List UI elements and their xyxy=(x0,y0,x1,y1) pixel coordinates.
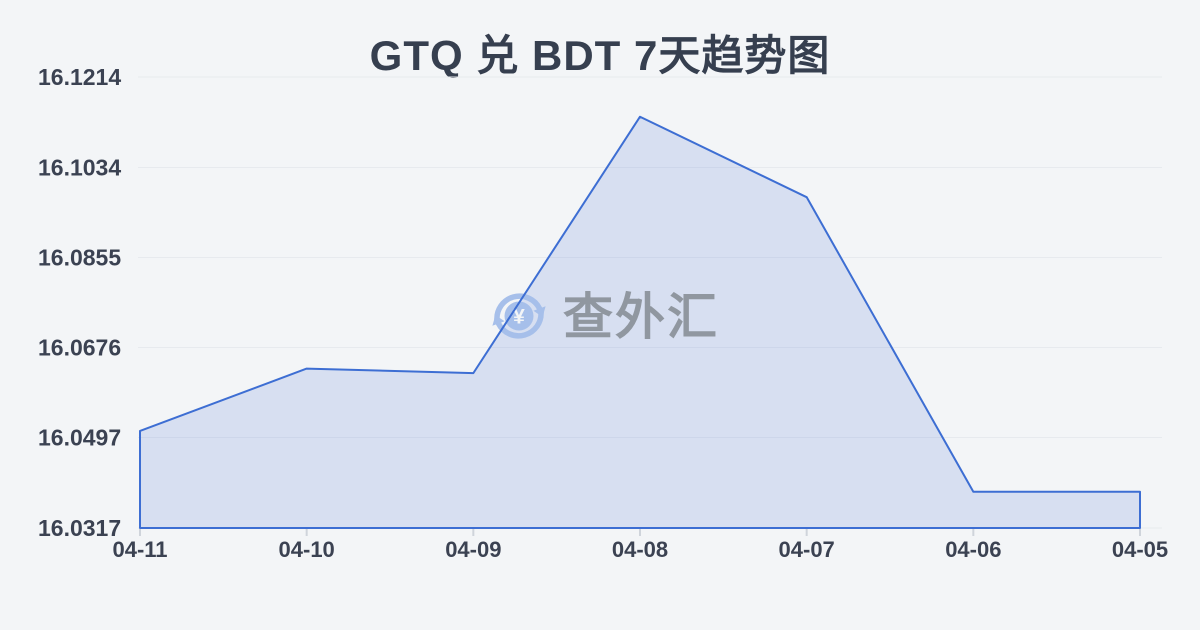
area-fill xyxy=(140,116,1140,528)
y-tick-label: 16.0497 xyxy=(38,424,121,450)
line-layer xyxy=(139,115,1141,529)
trend-line xyxy=(139,115,1141,529)
y-tick-label: 16.0855 xyxy=(38,245,121,271)
exchange-arc-bottom xyxy=(495,308,544,339)
yen-disc xyxy=(504,301,534,331)
exchange-arrow-bottom xyxy=(492,315,505,326)
yen-symbol: ¥ xyxy=(513,306,525,329)
x-tick-label: 04-10 xyxy=(279,537,335,562)
x-tick-label: 04-06 xyxy=(945,537,1001,562)
y-tick-label: 16.1034 xyxy=(38,155,121,181)
y-tick-label: 16.0676 xyxy=(38,334,121,360)
y-tick-label: 16.1214 xyxy=(38,64,121,90)
x-tick-label: 04-05 xyxy=(1112,537,1168,562)
x-tick-label: 04-08 xyxy=(612,537,668,562)
x-tick-label: 04-07 xyxy=(779,537,835,562)
axis-layer: 16.0317 16.0497 16.0676 16.0855 16.1034 16.12… xyxy=(38,64,1168,562)
watermark: ¥ 查外汇 xyxy=(492,289,719,345)
x-tick-label: 04-11 xyxy=(112,537,167,562)
currency-exchange-icon: ¥ xyxy=(492,293,546,339)
watermark-text: 查外汇 xyxy=(563,289,719,345)
area-layer xyxy=(140,116,1140,528)
x-tick-label: 04-09 xyxy=(445,537,501,562)
exchange-arc-top xyxy=(494,293,543,324)
chart-title: GTQ 兑 BDT 7天趋势图 xyxy=(369,32,831,79)
y-tick-label: 16.0317 xyxy=(38,515,121,541)
